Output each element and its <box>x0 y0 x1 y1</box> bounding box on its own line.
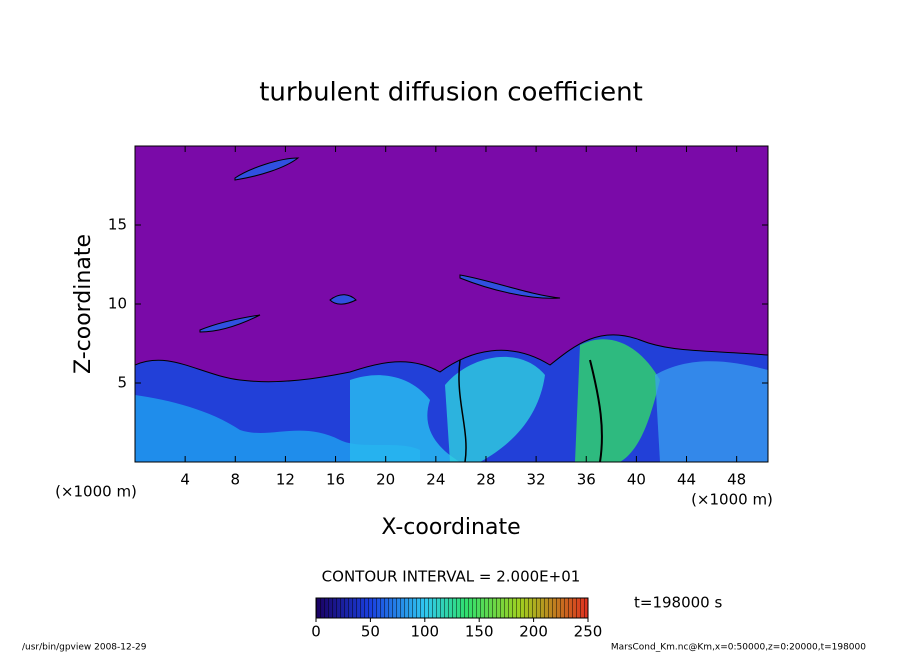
x-tick-label: 36 <box>577 471 596 489</box>
colorbar-tick-label: 200 <box>519 623 548 641</box>
x-tick-label: 48 <box>727 471 746 489</box>
contour-interval: CONTOUR INTERVAL = 2.000E+01 <box>322 568 581 586</box>
x-axis-label: X-coordinate <box>381 515 520 540</box>
x-tick-label: 20 <box>376 471 395 489</box>
y-tick-label: 5 <box>117 374 127 392</box>
y-axis-label: Z-coordinate <box>71 234 96 374</box>
x-tick-label: 16 <box>326 471 345 489</box>
colorbar-tick-label: 100 <box>410 623 439 641</box>
y-tick-label: 15 <box>108 216 127 234</box>
footer-left: /usr/bin/gpview 2008-12-29 <box>22 643 147 653</box>
x-tick-label: 28 <box>476 471 495 489</box>
chart-title: turbulent diffusion coefficient <box>259 78 643 108</box>
x-tick-label: 40 <box>627 471 646 489</box>
x-tick-label: 44 <box>677 471 696 489</box>
colorbar-tick-label: 250 <box>574 623 603 641</box>
colorbar-tick-label: 0 <box>311 623 321 641</box>
x-tick-label: 24 <box>426 471 445 489</box>
colorbar-tick-label: 150 <box>465 623 494 641</box>
x-unit-right: (×1000 m) <box>691 491 773 509</box>
colorbar-tick-label: 50 <box>361 623 380 641</box>
colorbar-frame <box>315 597 589 619</box>
footer-right: MarsCond_Km.nc@Km,x=0:50000,z=0:20000,t=… <box>611 643 866 653</box>
y-tick-label: 10 <box>108 295 127 313</box>
x-tick-label: 32 <box>527 471 546 489</box>
x-tick-label: 12 <box>276 471 295 489</box>
x-tick-label: 8 <box>231 471 241 489</box>
time-label: t=198000 s <box>634 594 722 612</box>
x-tick-label: 4 <box>180 471 190 489</box>
field <box>135 146 768 462</box>
x-unit-left: (×1000 m) <box>55 483 137 501</box>
